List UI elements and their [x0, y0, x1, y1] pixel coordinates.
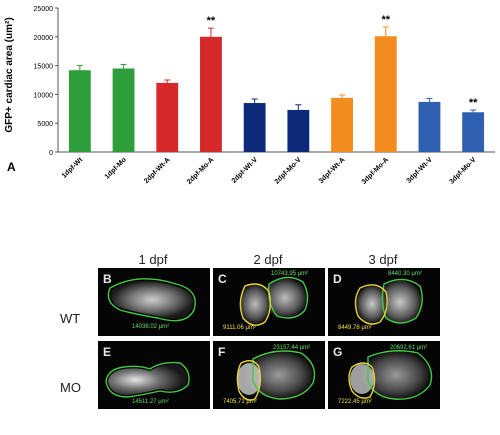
image-panel-d: D 8440.30 μm² 8449.78 μm² [328, 268, 440, 336]
x-tick-label: 2dpf-Mo-V [274, 156, 303, 185]
panel-label-a: A [7, 160, 16, 174]
area-label-green: 14511.27 μm² [132, 399, 169, 405]
significance-marker: ** [381, 14, 390, 26]
area-label-green: 10743.95 μm² [271, 271, 309, 277]
row-header-wt: WT [60, 311, 81, 326]
bar-1dpf-mo [112, 68, 135, 152]
x-tick-label: 2dpf-Mo-A [186, 156, 215, 185]
row-header-mo: MO [60, 380, 81, 395]
column-header-2dpf: 2 dpf [253, 252, 283, 267]
y-tick-label: 5000 [37, 121, 53, 128]
area-label-green: 8440.30 μm² [388, 271, 422, 277]
area-label-yellow: 8449.78 μm² [338, 325, 372, 331]
atrium-outline-yellow [354, 284, 388, 325]
image-panel-c: C 10743.95 μm² 9111.06 μm² [213, 268, 325, 336]
bar-2dpf-wt-v [243, 103, 266, 152]
x-tick-label: 2dpf-Wt-A [143, 156, 172, 185]
area-label-green: 14038.02 μm² [132, 324, 170, 330]
x-tick-label: 3dpf-Wt-A [318, 156, 347, 185]
y-tick-label: 15000 [34, 64, 54, 71]
bar-3dpf-mo-v [462, 112, 485, 152]
bar-2dpf-wt-a [156, 82, 179, 152]
x-tick-label: 3dpf-Mo-V [448, 156, 477, 185]
bar-3dpf-wt-v [418, 101, 441, 152]
area-label-yellow: 7405.71 μm² [223, 399, 257, 405]
bar-3dpf-mo-a [374, 36, 397, 152]
bar-chart: GFP+ cardiac area (um²) 0 5000 10000 15000 2… [4, 6, 495, 186]
atrium-outline-yellow [239, 283, 272, 326]
x-tick-label: 1dpf-Mo [104, 156, 128, 180]
area-label-yellow: 9111.06 μm² [223, 325, 256, 331]
ventricle-outline-green [367, 350, 433, 400]
heart-tissue [111, 280, 194, 319]
panel-letter-d: D [333, 272, 342, 286]
atrium-outline-yellow [236, 360, 262, 401]
column-header-3dpf: 3 dpf [368, 252, 398, 267]
panel-letter-f: F [218, 345, 226, 359]
y-tick-label: 25000 [34, 6, 54, 13]
ventricle-outline-green [252, 350, 316, 400]
ventricle-outline-green [267, 276, 309, 319]
panel-letter-e: E [103, 345, 112, 359]
area-label-green: 23157.44 μm² [273, 345, 311, 351]
panel-letter-b: B [103, 272, 112, 286]
image-panel-f: F 23157.44 μm² 7405.71 μm² [213, 341, 325, 409]
image-panel-b: B 14038.02 μm² [98, 268, 210, 336]
area-label-green: 20692.61 μm² [390, 345, 428, 351]
column-header-1dpf: 1 dpf [138, 252, 168, 267]
significance-marker: ** [469, 97, 478, 109]
y-tick-label: 10000 [34, 92, 54, 99]
area-label-yellow: 7222.45 μm² [338, 399, 372, 405]
heart-tissue [108, 364, 187, 395]
image-panel-e: E 14511.27 μm² [98, 341, 210, 409]
x-tick-label: 2dpf-Wt-V [231, 156, 260, 185]
image-panel-g: G 20692.61 μm² 7222.45 μm² [328, 341, 440, 409]
heart-outline-green [107, 278, 196, 322]
panel-letter-g: G [333, 345, 343, 359]
panel-letter-c: C [218, 272, 227, 286]
y-tick-label: 0 [49, 150, 53, 157]
bar-1dpf-wt [68, 70, 91, 152]
x-tick-label: 1dpf-Wt [61, 156, 85, 180]
significance-marker: ** [207, 15, 216, 27]
x-tick-label: 3dpf-Mo-A [361, 156, 390, 185]
x-tick-label: 3dpf-Wt-V [406, 156, 435, 185]
bar-2dpf-mo-v [287, 109, 310, 152]
ventricle-outline-green [381, 278, 423, 324]
bar-2dpf-mo-a [200, 36, 222, 152]
y-axis-label: GFP+ cardiac area (um²) [4, 17, 15, 132]
heart-outline-green [105, 361, 190, 398]
y-tick-label: 20000 [34, 35, 54, 42]
bar-3dpf-wt-a [331, 97, 353, 152]
atrium-outline-yellow [348, 362, 376, 399]
